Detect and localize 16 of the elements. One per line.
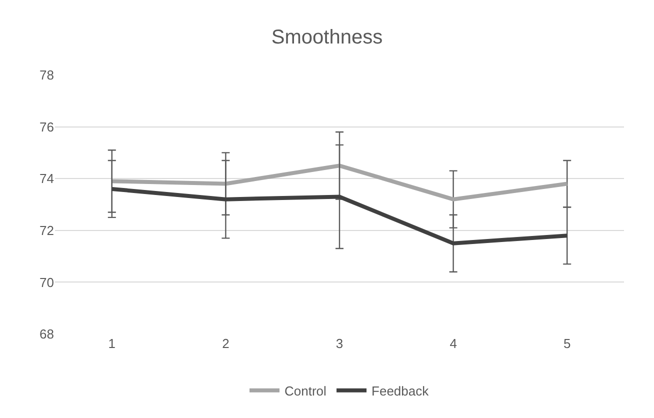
line-series — [110, 164, 570, 202]
y-tick-label: 70 — [40, 274, 54, 290]
x-tick-label: 4 — [450, 336, 457, 351]
chart-title: Smoothness — [271, 26, 383, 48]
x-tick-label: 5 — [563, 336, 571, 351]
x-tick-label: 1 — [108, 336, 116, 351]
line-series — [110, 186, 570, 246]
legend-label: Control — [284, 383, 327, 398]
x-tick-label: 2 — [222, 336, 230, 351]
x-tick-label: 3 — [336, 336, 344, 351]
y-tick-label: 68 — [40, 326, 54, 342]
y-tick-label: 76 — [40, 119, 54, 134]
y-tick-label: 74 — [40, 171, 54, 186]
y-tick-label: 78 — [40, 68, 54, 83]
legend-label: Feedback — [372, 383, 430, 398]
y-tick-label: 72 — [40, 222, 54, 238]
